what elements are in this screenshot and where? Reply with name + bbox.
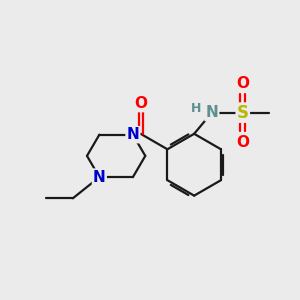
Text: H: H xyxy=(191,102,202,115)
Text: N: N xyxy=(206,105,218,120)
Text: N: N xyxy=(93,169,106,184)
Text: O: O xyxy=(236,76,249,91)
Text: O: O xyxy=(134,96,147,111)
Text: N: N xyxy=(127,127,139,142)
Text: O: O xyxy=(236,134,249,149)
Text: S: S xyxy=(237,103,249,122)
